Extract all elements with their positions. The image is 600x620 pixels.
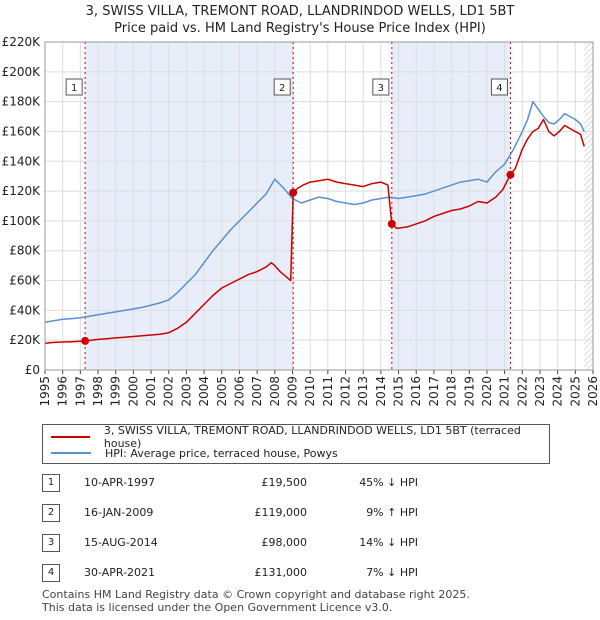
x-tick-label: 2016: [409, 376, 423, 407]
sale-hpi-diff: 45% ↓ HPI: [359, 476, 418, 489]
x-tick-label: 2008: [268, 376, 282, 407]
x-tick-label: 2019: [462, 376, 476, 407]
sale-point: [387, 219, 396, 228]
sale-price: £131,000: [254, 566, 308, 579]
y-tick-label: £160K: [2, 124, 42, 138]
x-tick-label: 2014: [374, 376, 388, 407]
legend-item-property: 3, SWISS VILLA, TREMONT ROAD, LLANDRINDO…: [51, 424, 549, 450]
x-tick-label: 2005: [215, 376, 229, 407]
x-tick-label: 2026: [586, 376, 600, 407]
x-tick-label: 2009: [285, 376, 299, 407]
future-hatch: [584, 42, 593, 370]
sale-hpi-diff: 14% ↓ HPI: [359, 536, 418, 549]
x-tick-label: 2007: [250, 376, 264, 407]
sale-hpi-diff: 7% ↓ HPI: [366, 566, 418, 579]
y-tick-label: £60K: [9, 274, 41, 288]
y-tick-label: £200K: [2, 65, 42, 79]
legend: 3, SWISS VILLA, TREMONT ROAD, LLANDRINDO…: [42, 424, 550, 464]
plot-frame: [44, 41, 594, 371]
x-tick-label: 2011: [321, 376, 335, 407]
x-tick-label: 2006: [232, 376, 246, 407]
x-tick-label: 2017: [427, 376, 441, 407]
sale-label: 4: [496, 83, 502, 94]
x-tick-label: 2015: [392, 376, 406, 407]
property-price-line: [44, 118, 585, 344]
chart-subtitle: Price paid vs. HM Land Registry's House …: [114, 21, 486, 36]
y-tick-label: £140K: [2, 154, 42, 168]
x-tick-label: 2010: [303, 376, 317, 407]
footer-licence: This data is licensed under the Open Gov…: [42, 601, 393, 614]
y-tick-label: £120K: [2, 184, 42, 198]
sale-label-box: [490, 78, 508, 96]
x-tick-label: 1999: [109, 376, 123, 407]
sale-number: 1: [42, 474, 60, 492]
y-tick-label: £80K: [9, 244, 41, 258]
y-tick-label: £20K: [9, 333, 41, 347]
sale-hpi-diff: 9% ↑ HPI: [366, 506, 418, 519]
legend-label-property: 3, SWISS VILLA, TREMONT ROAD, LLANDRINDO…: [103, 424, 521, 450]
x-tick-label: 1997: [73, 376, 87, 407]
ownership-shade: [85, 42, 294, 370]
x-tick-label: 2000: [126, 376, 140, 407]
sale-price: £98,000: [261, 536, 308, 549]
sale-date: 30-APR-2021: [84, 566, 156, 579]
sale-label: 2: [279, 83, 285, 94]
x-tick-label: 2002: [162, 376, 176, 407]
y-tick-label: £100K: [2, 214, 42, 228]
x-tick-label: 2001: [144, 376, 158, 407]
sale-label-box: [273, 78, 291, 96]
x-tick-label: 2018: [445, 376, 459, 407]
x-tick-label: 2004: [197, 376, 211, 407]
footer-copyright: Contains HM Land Registry data © Crown c…: [42, 588, 470, 601]
x-tick-label: 2013: [356, 376, 370, 407]
x-tick-label: 2024: [551, 376, 565, 407]
sale-price: £119,000: [254, 506, 308, 519]
x-tick-label: 1995: [38, 376, 52, 407]
legend-swatch-hpi: [51, 452, 91, 454]
price-chart: 1 2 3 4 £0 £20K £40K £60K £80K £100K £120K £140K £1…: [2, 35, 600, 407]
x-tick-label: 2021: [498, 376, 512, 407]
sale-label-box: [65, 78, 83, 96]
x-tick-label: 2020: [480, 376, 494, 407]
chart-title: 3, SWISS VILLA, TREMONT ROAD, LLANDRINDO…: [85, 4, 515, 19]
sale-date: 15-AUG-2014: [84, 536, 158, 549]
x-tick-label: 1998: [91, 376, 105, 407]
sale-number: 2: [42, 504, 60, 522]
sale-number: 3: [42, 534, 60, 552]
sale-point: [506, 170, 515, 179]
sale-number: 4: [42, 564, 60, 582]
legend-label-hpi: HPI: Average price, terraced house, Powy…: [105, 446, 338, 460]
y-tick-label: £220K: [2, 35, 42, 49]
x-tick-label: 2022: [515, 376, 529, 407]
sale-date: 16-JAN-2009: [84, 506, 154, 519]
y-tick-label: £40K: [9, 303, 41, 317]
sale-date: 10-APR-1997: [84, 476, 156, 489]
legend-item-hpi: HPI: Average price, terraced house, Powy…: [51, 445, 338, 461]
hpi-line: [44, 100, 585, 324]
x-tick-label: 2003: [179, 376, 193, 407]
sale-point: [289, 188, 298, 197]
x-tick-label: 1996: [56, 376, 70, 407]
y-tick-label: £0: [25, 363, 40, 377]
sale-label: 1: [71, 83, 77, 94]
sale-price: £19,500: [261, 476, 308, 489]
x-tick-label: 2023: [533, 376, 547, 407]
sale-label: 3: [378, 83, 384, 94]
y-tick-label: £180K: [2, 95, 42, 109]
sale-label-box: [372, 78, 390, 96]
sale-point: [81, 336, 90, 345]
x-tick-label: 2025: [568, 376, 582, 407]
legend-swatch-property: [51, 436, 90, 438]
x-tick-label: 2012: [339, 376, 353, 407]
